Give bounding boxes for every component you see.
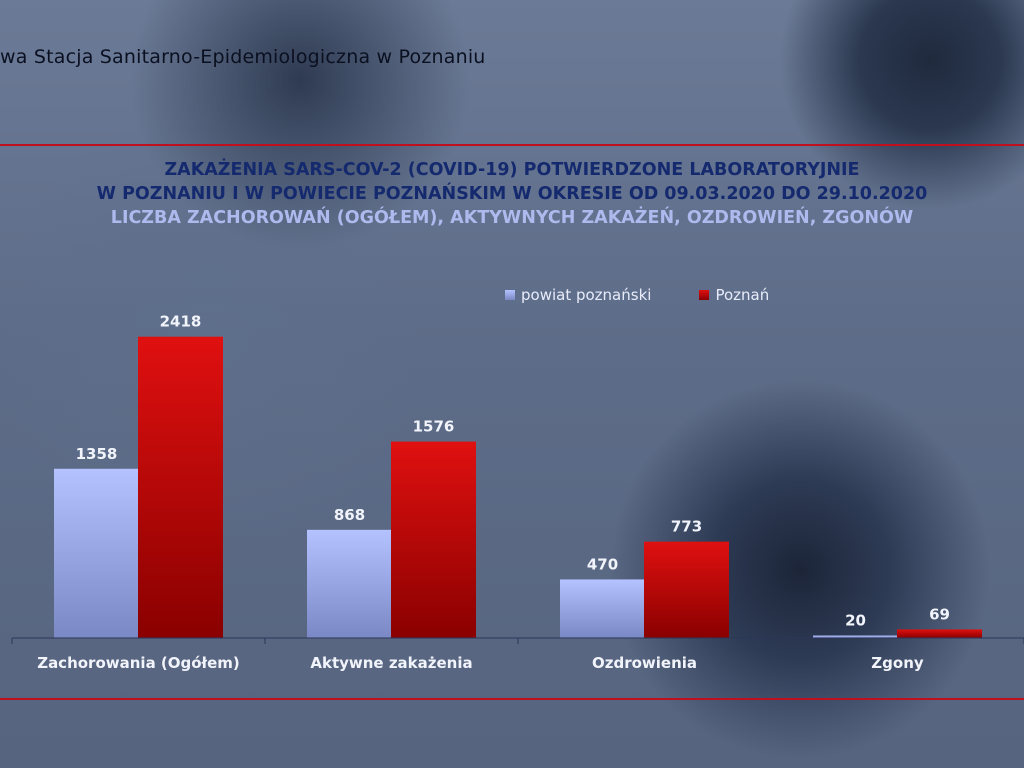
bar-series-2-cat-2 — [391, 441, 476, 638]
bar-series-2-cat-4 — [897, 629, 982, 638]
data-label-series-1-cat-4: 20 — [845, 612, 866, 630]
chart-subtitle: LICZBA ZACHOROWAŃ (OGÓŁEM), AKTYWNYCH ZA… — [110, 208, 914, 228]
data-label-series-1-cat-1: 1358 — [76, 445, 118, 463]
legend-swatch-series-1 — [505, 290, 515, 300]
legend-item-series-1: powiat poznański — [505, 286, 651, 304]
category-label-1: Zachorowania (Ogółem) — [37, 654, 240, 672]
data-label-series-2-cat-2: 1576 — [413, 418, 455, 436]
organization-name: wa Stacja Sanitarno-Epidemiologiczna w P… — [0, 46, 486, 68]
chart-legend: powiat poznański Poznań — [505, 286, 769, 304]
data-label-series-1-cat-3: 470 — [587, 555, 618, 573]
bar-series-1-cat-4 — [813, 635, 898, 638]
legend-label-series-2: Poznań — [715, 286, 770, 304]
bottom-divider — [0, 698, 1024, 700]
bar-series-2-cat-3 — [644, 541, 729, 638]
data-label-series-2-cat-3: 773 — [671, 518, 702, 536]
category-label-4: Zgony — [871, 654, 924, 672]
bar-series-1-cat-1 — [54, 468, 139, 638]
bar-series-1-cat-2 — [307, 529, 392, 638]
chart-title-line-2: W POZNANIU I W POWIECIE POZNAŃSKIM W OKR… — [96, 184, 928, 204]
data-label-series-2-cat-1: 2418 — [160, 313, 202, 331]
legend-swatch-series-2 — [699, 290, 710, 300]
legend-label-series-1: powiat poznański — [521, 286, 652, 304]
chart-title-line-1: ZAKAŻENIA SARS-COV-2 (COVID-19) POTWIERD… — [164, 160, 860, 180]
legend-item-series-2: Poznań — [699, 286, 769, 304]
bar-series-1-cat-3 — [560, 579, 645, 638]
category-label-3: Ozdrowienia — [592, 654, 697, 672]
data-label-series-1-cat-2: 868 — [334, 506, 365, 524]
bar-series-2-cat-1 — [138, 336, 223, 638]
chart-title-block: ZAKAŻENIA SARS-COV-2 (COVID-19) POTWIERD… — [0, 158, 1024, 230]
top-divider — [0, 144, 1024, 146]
category-label-2: Aktywne zakażenia — [310, 654, 472, 672]
data-label-series-2-cat-4: 69 — [929, 605, 950, 623]
